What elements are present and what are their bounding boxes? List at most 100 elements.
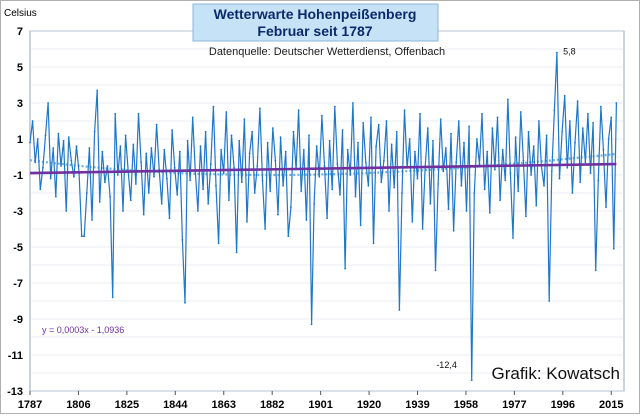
credit-label: Grafik: Kowatsch [492,364,621,383]
data-point [315,145,318,148]
data-point [93,130,96,133]
data-point [380,181,383,184]
data-point [452,229,455,232]
data-point [271,127,274,130]
data-point [460,184,463,187]
data-point [370,116,372,119]
x-tick-label: 1863 [212,399,236,411]
data-point [75,145,78,148]
annotation-label: -12,4 [436,360,457,370]
data-point [101,150,104,153]
series-layer [29,51,618,382]
data-point [266,141,269,144]
data-point [42,166,44,169]
data-point [587,112,589,115]
data-point [96,89,99,92]
data-point [31,120,34,122]
data-point [463,141,465,144]
data-point [390,143,393,146]
data-point [584,161,587,164]
data-point [543,184,545,187]
data-point [437,183,440,185]
data-point [362,121,365,124]
data-point [499,199,502,202]
x-tick-label: 1806 [66,399,90,411]
data-point [388,210,390,212]
data-point [470,379,473,382]
data-point [558,177,561,180]
data-point [444,147,447,149]
data-point [429,202,432,205]
data-point [605,206,607,209]
data-point [212,105,215,108]
x-tick-label: 1977 [502,399,526,411]
data-point [204,130,207,133]
linear-trend-line [29,162,617,175]
data-point [91,219,93,221]
data-point [561,130,564,133]
data-point [333,105,336,108]
data-point [504,179,507,182]
data-point [447,208,450,211]
data-point [173,166,176,169]
data-point [501,148,504,151]
data-point [163,148,166,151]
data-point [85,192,88,194]
data-point [44,134,47,137]
x-tick-label: 2015 [599,399,623,411]
data-point [246,220,248,223]
x-tick-label: 1787 [18,399,42,411]
data-point [432,139,434,142]
data-point [65,210,68,212]
data-point [556,51,558,54]
data-point [261,179,264,182]
data-point [140,161,142,164]
data-point [351,102,354,104]
data-point [589,172,592,175]
data-point [176,193,179,196]
data-point [416,177,419,180]
data-point [450,132,452,135]
data-point [426,127,429,130]
data-point [222,172,225,175]
y-tick-label: -3 [13,206,23,218]
y-tick-label: -13 [7,386,23,398]
data-point [442,170,445,173]
data-point [109,195,111,198]
data-point [207,202,210,205]
data-point [527,130,530,133]
data-point [413,150,416,153]
data-point [258,107,261,110]
data-point [49,177,52,180]
x-axis-ticks: 1787 1806 1825 1844 1863 1882 1901 1920 1939 1958… [18,391,623,411]
data-point [468,125,471,128]
data-point [289,206,292,209]
data-point [54,195,57,198]
data-point [308,134,310,137]
data-point [359,224,362,227]
data-point [364,161,367,164]
data-point [377,123,380,126]
data-point [408,138,411,140]
data-point [401,192,403,194]
data-point [545,134,548,137]
data-point [225,111,228,113]
data-point [181,238,184,241]
data-point [530,174,533,176]
data-point [310,323,313,326]
data-point [439,118,442,121]
x-tick-label: 1882 [260,399,284,411]
data-point [411,220,414,223]
data-point [339,193,341,196]
data-point [106,165,109,167]
data-point [395,130,398,133]
data-point [282,184,285,187]
data-point [486,150,489,153]
data-point [62,139,65,142]
y-tick-label: 1 [17,134,23,146]
data-point [592,121,595,124]
data-point [349,174,352,176]
data-point [455,161,458,164]
data-point [385,120,388,122]
data-point [297,109,300,112]
